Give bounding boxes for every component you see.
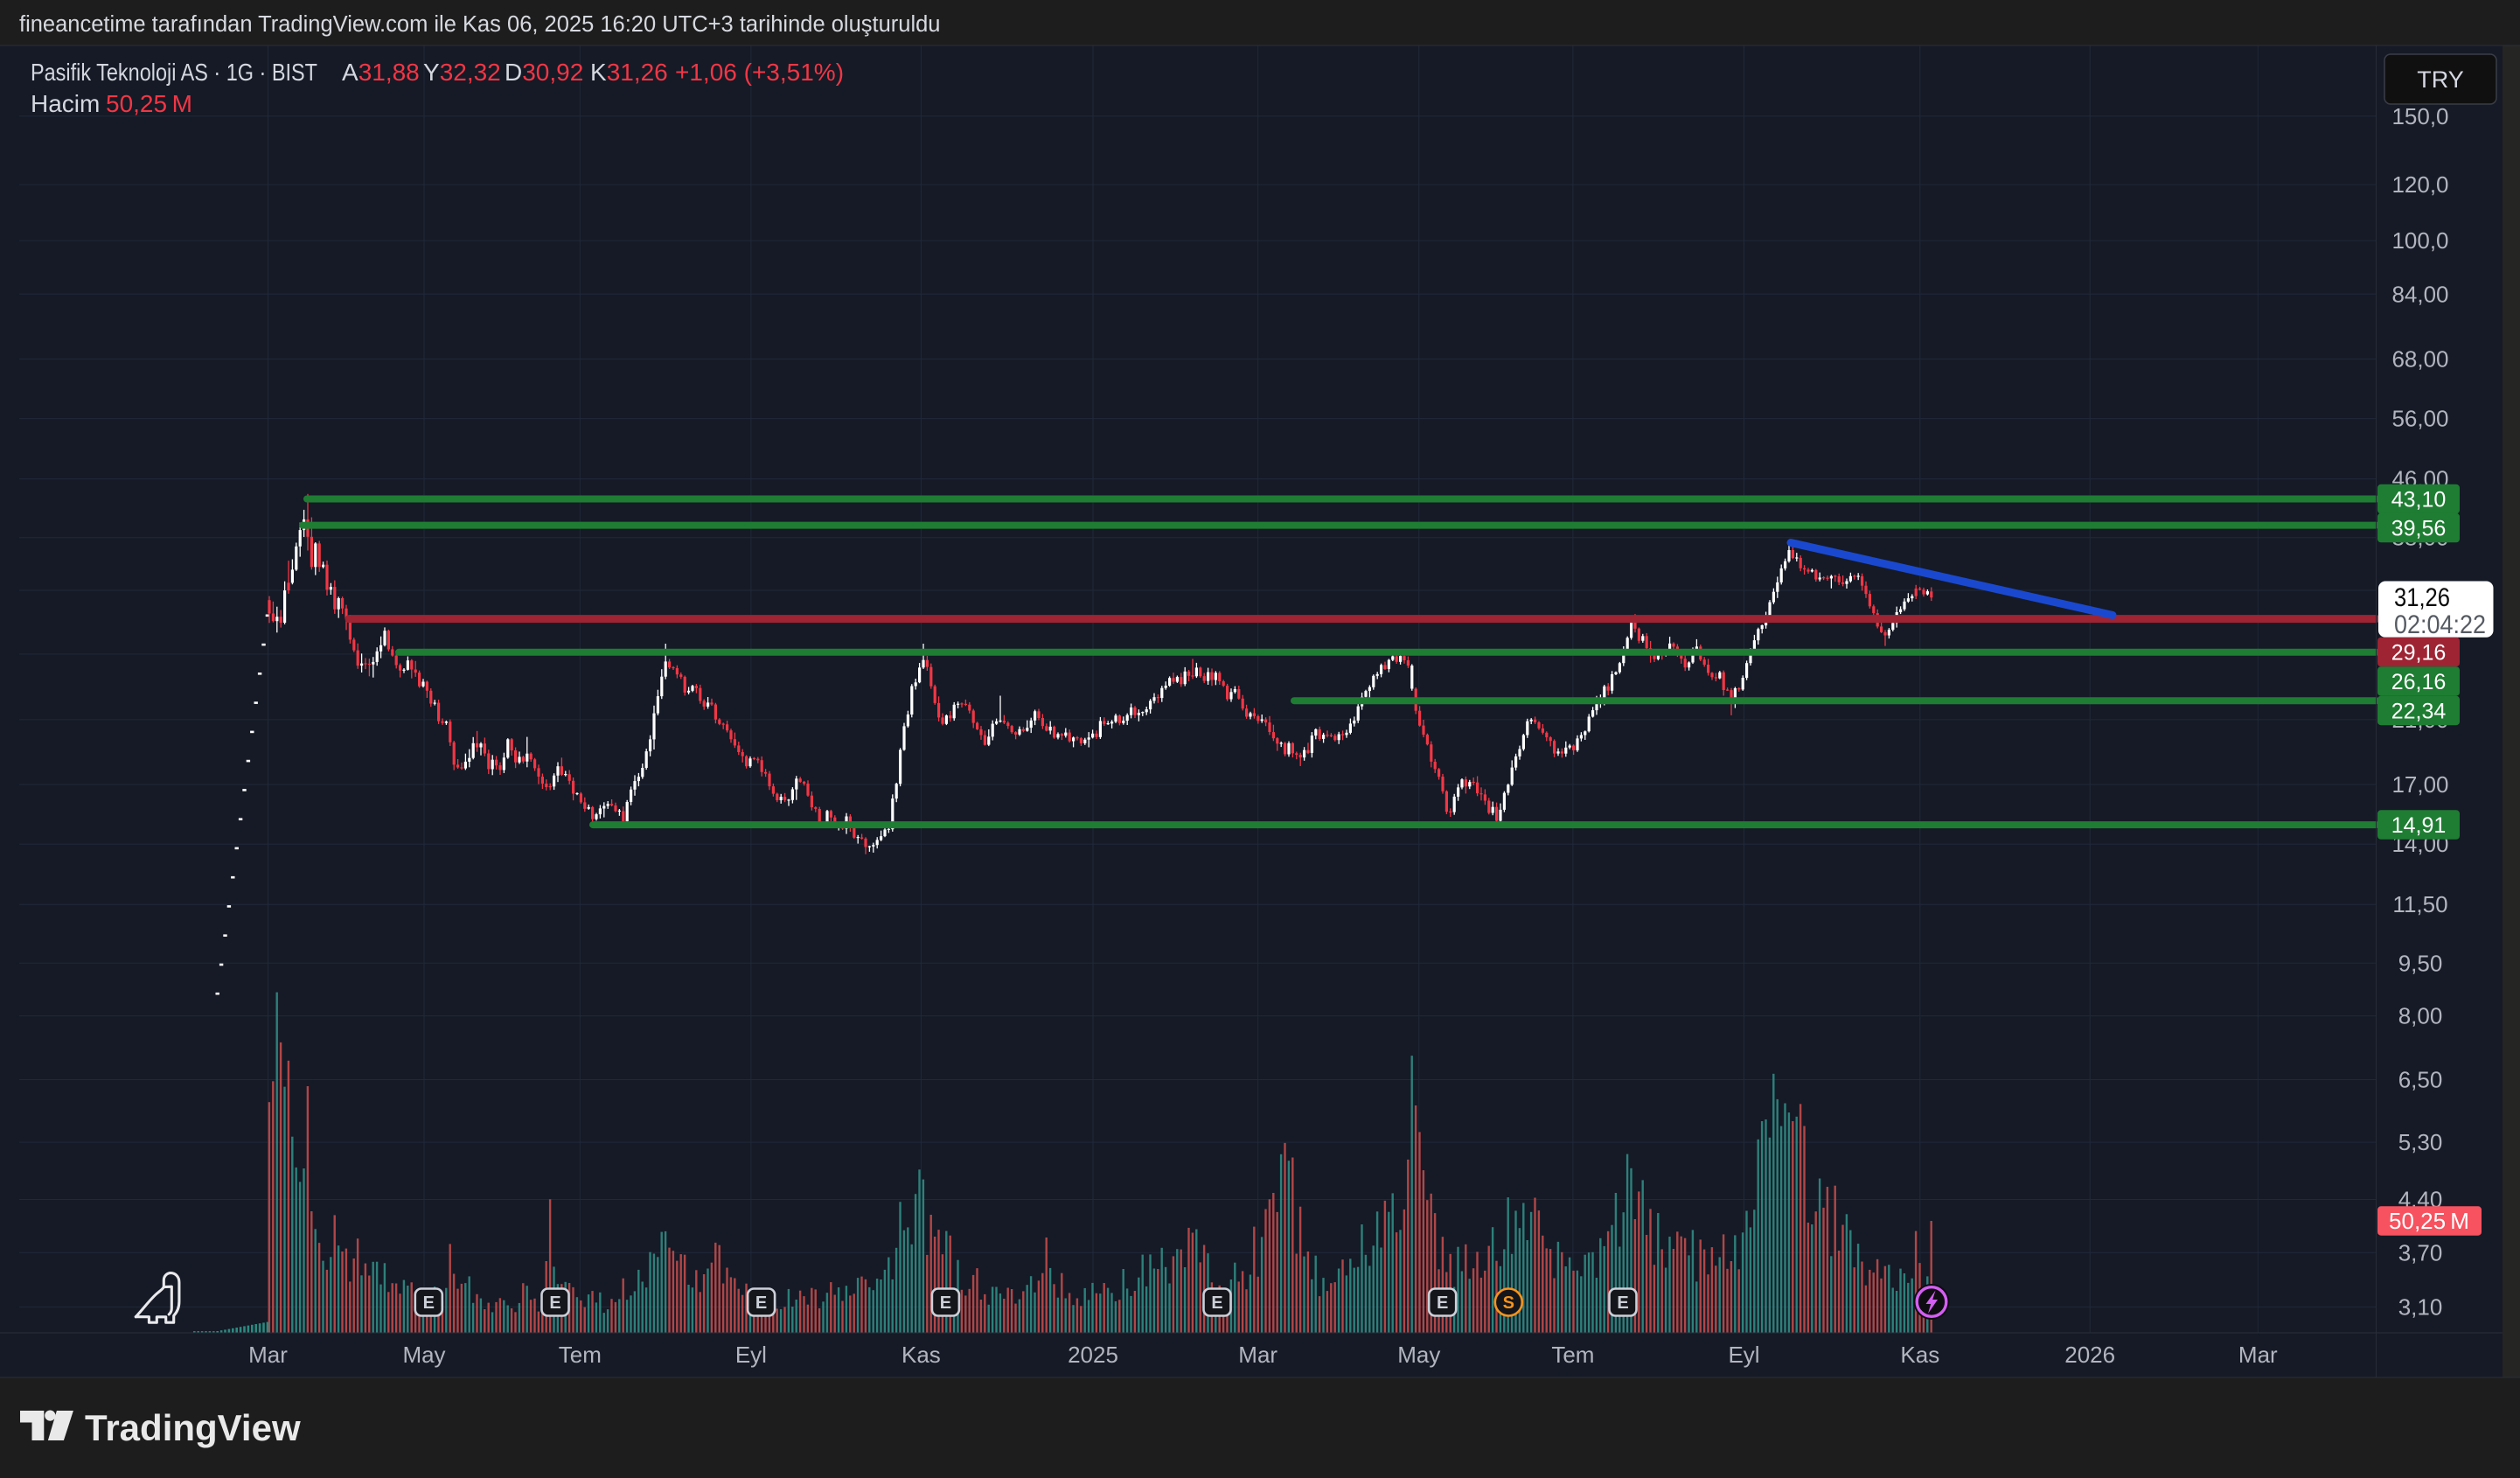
svg-text:56,00: 56,00 — [2391, 406, 2448, 432]
svg-text:E: E — [1617, 1293, 1628, 1313]
svg-text:Mar: Mar — [248, 1342, 288, 1368]
svg-text:Tem: Tem — [1551, 1342, 1594, 1368]
svg-text:02:04:22: 02:04:22 — [2394, 610, 2486, 639]
svg-text:fineancetime tarafından Tradin: fineancetime tarafından TradingView.com … — [19, 12, 940, 37]
svg-text:S: S — [1503, 1293, 1514, 1313]
svg-text:Pasifik Teknoloji AS · 1G · BI: Pasifik Teknoloji AS · 1G · BIST — [31, 59, 317, 86]
svg-text:Eyl: Eyl — [735, 1342, 767, 1368]
svg-text:120,0: 120,0 — [2391, 171, 2448, 198]
svg-text:TRY: TRY — [2417, 66, 2464, 93]
svg-text:E: E — [549, 1293, 560, 1313]
svg-text:Mar: Mar — [1238, 1342, 1277, 1368]
svg-text:100,0: 100,0 — [2391, 227, 2448, 254]
svg-text:6,50: 6,50 — [2398, 1067, 2443, 1093]
svg-text:Eyl: Eyl — [1728, 1342, 1759, 1368]
svg-text:2026: 2026 — [2064, 1342, 2115, 1368]
svg-text:39,56: 39,56 — [2391, 517, 2447, 541]
svg-text:E: E — [423, 1293, 435, 1313]
svg-text:Kas: Kas — [1900, 1342, 1939, 1368]
svg-text:31,26: 31,26 — [2394, 583, 2450, 612]
svg-text:May: May — [1397, 1342, 1440, 1368]
svg-text:Mar: Mar — [2238, 1342, 2278, 1368]
svg-text:8,00: 8,00 — [2398, 1003, 2443, 1029]
svg-text:Kas: Kas — [901, 1342, 941, 1368]
svg-text:150,0: 150,0 — [2391, 103, 2448, 129]
svg-text:Hacim: Hacim — [31, 90, 100, 117]
svg-text:E: E — [755, 1293, 767, 1313]
svg-text:E: E — [1211, 1293, 1222, 1313]
svg-text:3,10: 3,10 — [2398, 1293, 2443, 1320]
svg-text:50,25 M: 50,25 M — [2389, 1208, 2469, 1234]
svg-text:26,16: 26,16 — [2391, 670, 2447, 694]
svg-text:5,30: 5,30 — [2398, 1129, 2443, 1155]
svg-text:E: E — [1437, 1293, 1448, 1313]
svg-text:9,50: 9,50 — [2398, 950, 2443, 976]
svg-text:3,70: 3,70 — [2398, 1239, 2443, 1265]
svg-text:29,16: 29,16 — [2391, 641, 2447, 666]
svg-text:22,34: 22,34 — [2391, 700, 2447, 724]
svg-text:TradingView: TradingView — [85, 1407, 301, 1448]
svg-text:E: E — [940, 1293, 951, 1313]
svg-text:2025: 2025 — [1068, 1342, 1118, 1368]
svg-text:68,00: 68,00 — [2391, 346, 2448, 373]
svg-text:17,00: 17,00 — [2391, 771, 2448, 798]
svg-text:May: May — [402, 1342, 445, 1368]
svg-text:11,50: 11,50 — [2392, 891, 2447, 917]
svg-text:84,00: 84,00 — [2391, 281, 2448, 307]
svg-text:Tem: Tem — [559, 1342, 602, 1368]
svg-text:43,10: 43,10 — [2391, 488, 2447, 512]
svg-text:50,25 M: 50,25 M — [106, 90, 192, 117]
svg-text:14,91: 14,91 — [2391, 813, 2447, 838]
